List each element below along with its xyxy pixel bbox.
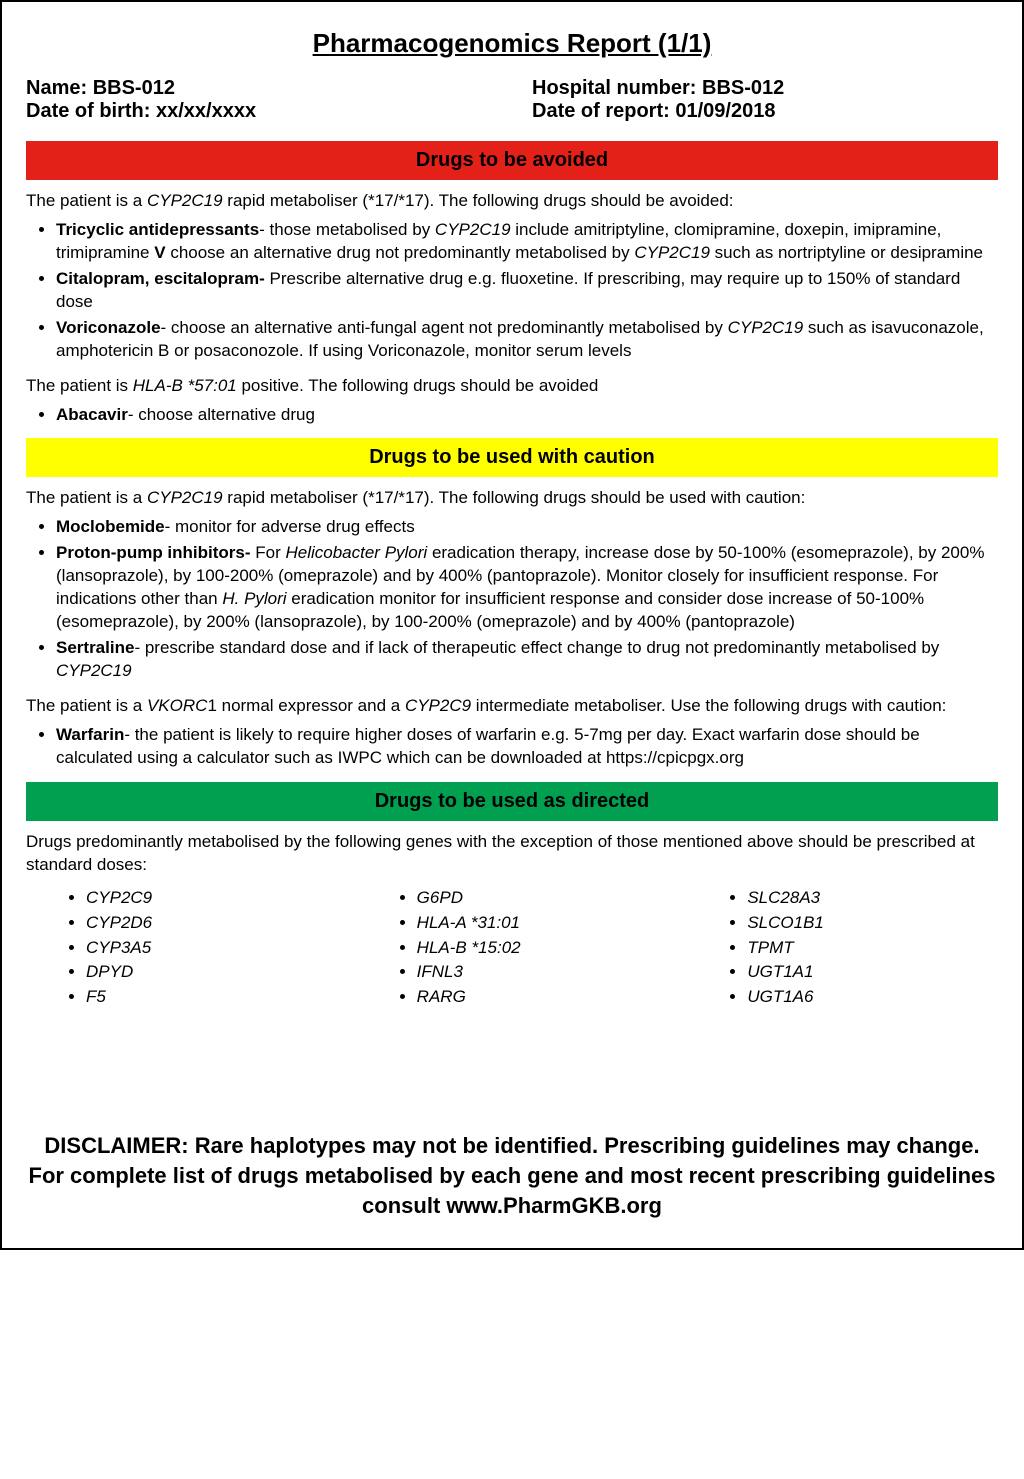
avoid-intro-1: The patient is a CYP2C19 rapid metabolis…	[26, 190, 998, 213]
caution-item-moclobemide: Moclobemide- monitor for adverse drug ef…	[56, 516, 998, 539]
gene-item: CYP2C9	[86, 887, 337, 910]
drug-name: Abacavir	[56, 405, 128, 424]
gene-name: CYP2C19	[147, 488, 223, 507]
text: - the patient is likely to require highe…	[56, 725, 920, 767]
patient-info-row: Name: BBS-012 Date of birth: xx/xx/xxxx …	[26, 77, 998, 123]
drug-name: Warfarin	[56, 725, 124, 744]
gene-name: CYP2C19	[728, 318, 804, 337]
text: The patient is	[26, 376, 133, 395]
text: For	[251, 543, 286, 562]
report-page: Pharmacogenomics Report (1/1) Name: BBS-…	[0, 0, 1024, 1250]
gene-item: CYP2D6	[86, 912, 337, 935]
text: rapid metaboliser (*17/*17). The followi…	[223, 488, 806, 507]
text: - monitor for adverse drug effects	[165, 517, 415, 536]
gene-item: IFNL3	[417, 961, 668, 984]
text: choose an alternative drug not predomina…	[166, 243, 635, 262]
report-date: Date of report: 01/09/2018	[532, 100, 998, 123]
section-header-avoid: Drugs to be avoided	[26, 141, 998, 180]
gene-item: SLC28A3	[747, 887, 998, 910]
text: - prescribe standard dose and if lack of…	[134, 638, 939, 657]
gene-name: CYP2C19	[56, 661, 132, 680]
avoid-item-citalopram: Citalopram, escitalopram- Prescribe alte…	[56, 268, 998, 314]
gene-columns: CYP2C9 CYP2D6 CYP3A5 DPYD F5 G6PD HLA-A …	[66, 885, 998, 1012]
gene-item: CYP3A5	[86, 937, 337, 960]
gene-name: CYP2C9	[405, 696, 471, 715]
text: The patient is a	[26, 488, 147, 507]
drug-name: Proton-pump inhibitors-	[56, 543, 251, 562]
avoid-intro-2: The patient is HLA-B *57:01 positive. Th…	[26, 375, 998, 398]
avoid-item-voriconazole: Voriconazole- choose an alternative anti…	[56, 317, 998, 363]
gene-item: HLA-B *15:02	[417, 937, 668, 960]
text: The patient is a	[26, 696, 147, 715]
drug-name: Voriconazole	[56, 318, 161, 337]
gene-name: CYP2C19	[147, 191, 223, 210]
directed-intro: Drugs predominantly metabolised by the f…	[26, 831, 998, 877]
gene-item: UGT1A6	[747, 986, 998, 1009]
avoid-item-tricyclic: Tricyclic antidepressants- those metabol…	[56, 219, 998, 265]
text: - those metabolised by	[259, 220, 435, 239]
avoid-list-1: Tricyclic antidepressants- those metabol…	[26, 219, 998, 363]
gene-col-1: CYP2C9 CYP2D6 CYP3A5 DPYD F5	[66, 885, 337, 1012]
gene-item: UGT1A1	[747, 961, 998, 984]
drug-name: Moclobemide	[56, 517, 165, 536]
patient-dob: Date of birth: xx/xx/xxxx	[26, 100, 492, 123]
caution-item-ppi: Proton-pump inhibitors- For Helicobacter…	[56, 542, 998, 634]
report-title: Pharmacogenomics Report (1/1)	[26, 28, 998, 59]
text: - choose alternative drug	[128, 405, 315, 424]
text: V	[154, 243, 165, 262]
caution-body: The patient is a CYP2C19 rapid metabolis…	[26, 487, 998, 769]
drug-name: Tricyclic antidepressants	[56, 220, 259, 239]
gene-name: HLA-B *57:01	[133, 376, 237, 395]
gene-item: HLA-A *31:01	[417, 912, 668, 935]
patient-right: Hospital number: BBS-012 Date of report:…	[492, 77, 998, 123]
caution-intro-1: The patient is a CYP2C19 rapid metabolis…	[26, 487, 998, 510]
caution-item-warfarin: Warfarin- the patient is likely to requi…	[56, 724, 998, 770]
gene-item: SLCO1B1	[747, 912, 998, 935]
avoid-list-2: Abacavir- choose alternative drug	[26, 404, 998, 427]
gene-col-2: G6PD HLA-A *31:01 HLA-B *15:02 IFNL3 RAR…	[397, 885, 668, 1012]
text: The patient is a	[26, 191, 147, 210]
gene-name: CYP2C19	[634, 243, 710, 262]
drug-name: Citalopram, escitalopram-	[56, 269, 265, 288]
gene-col-3: SLC28A3 SLCO1B1 TPMT UGT1A1 UGT1A6	[727, 885, 998, 1012]
organism-name: Helicobacter Pylori	[285, 543, 427, 562]
caution-list-1: Moclobemide- monitor for adverse drug ef…	[26, 516, 998, 683]
text: such as nortriptyline or desipramine	[710, 243, 983, 262]
organism-name: H. Pylori	[222, 589, 286, 608]
text: 1 normal expressor and a	[207, 696, 405, 715]
gene-name: VKORC	[147, 696, 207, 715]
text: - choose an alternative anti-fungal agen…	[161, 318, 728, 337]
gene-item: DPYD	[86, 961, 337, 984]
text: positive. The following drugs should be …	[237, 376, 599, 395]
caution-intro-2: The patient is a VKORC1 normal expressor…	[26, 695, 998, 718]
gene-item: G6PD	[417, 887, 668, 910]
section-header-directed: Drugs to be used as directed	[26, 782, 998, 821]
hospital-number: Hospital number: BBS-012	[532, 77, 998, 100]
caution-item-sertraline: Sertraline- prescribe standard dose and …	[56, 637, 998, 683]
gene-name: CYP2C19	[435, 220, 511, 239]
text: intermediate metaboliser. Use the follow…	[471, 696, 946, 715]
directed-body: Drugs predominantly metabolised by the f…	[26, 831, 998, 1012]
section-header-caution: Drugs to be used with caution	[26, 438, 998, 477]
avoid-item-abacavir: Abacavir- choose alternative drug	[56, 404, 998, 427]
caution-list-2: Warfarin- the patient is likely to requi…	[26, 724, 998, 770]
drug-name: Sertraline	[56, 638, 134, 657]
text: rapid metaboliser (*17/*17). The followi…	[223, 191, 734, 210]
gene-item: F5	[86, 986, 337, 1009]
gene-item: TPMT	[747, 937, 998, 960]
avoid-body: The patient is a CYP2C19 rapid metabolis…	[26, 190, 998, 426]
gene-item: RARG	[417, 986, 668, 1009]
patient-name: Name: BBS-012	[26, 77, 492, 100]
patient-left: Name: BBS-012 Date of birth: xx/xx/xxxx	[26, 77, 492, 123]
disclaimer: DISCLAIMER: Rare haplotypes may not be i…	[26, 1131, 998, 1220]
